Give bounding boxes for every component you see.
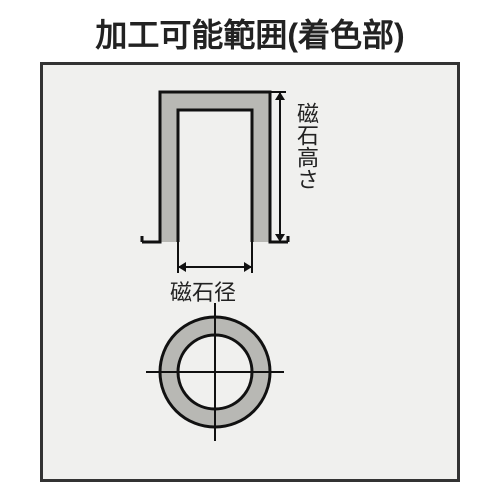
arrow-right [244, 262, 252, 272]
label-magnet-diameter: 磁石径 [170, 275, 236, 307]
diagram [40, 62, 460, 482]
arrow-left [178, 262, 186, 272]
u-shape-inner-outline [178, 110, 252, 242]
arrow-up [275, 92, 285, 100]
title: 加工可能範囲(着色部) [0, 10, 500, 56]
u-shape-fill [142, 92, 288, 242]
label-magnet-height: 磁石高さ [290, 102, 322, 190]
